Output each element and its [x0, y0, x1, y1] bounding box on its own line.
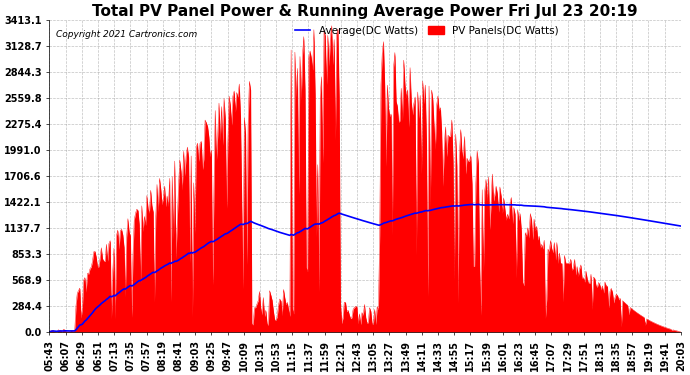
Text: Copyright 2021 Cartronics.com: Copyright 2021 Cartronics.com — [56, 30, 197, 39]
Legend: Average(DC Watts), PV Panels(DC Watts): Average(DC Watts), PV Panels(DC Watts) — [295, 26, 559, 36]
Title: Total PV Panel Power & Running Average Power Fri Jul 23 20:19: Total PV Panel Power & Running Average P… — [92, 4, 638, 19]
